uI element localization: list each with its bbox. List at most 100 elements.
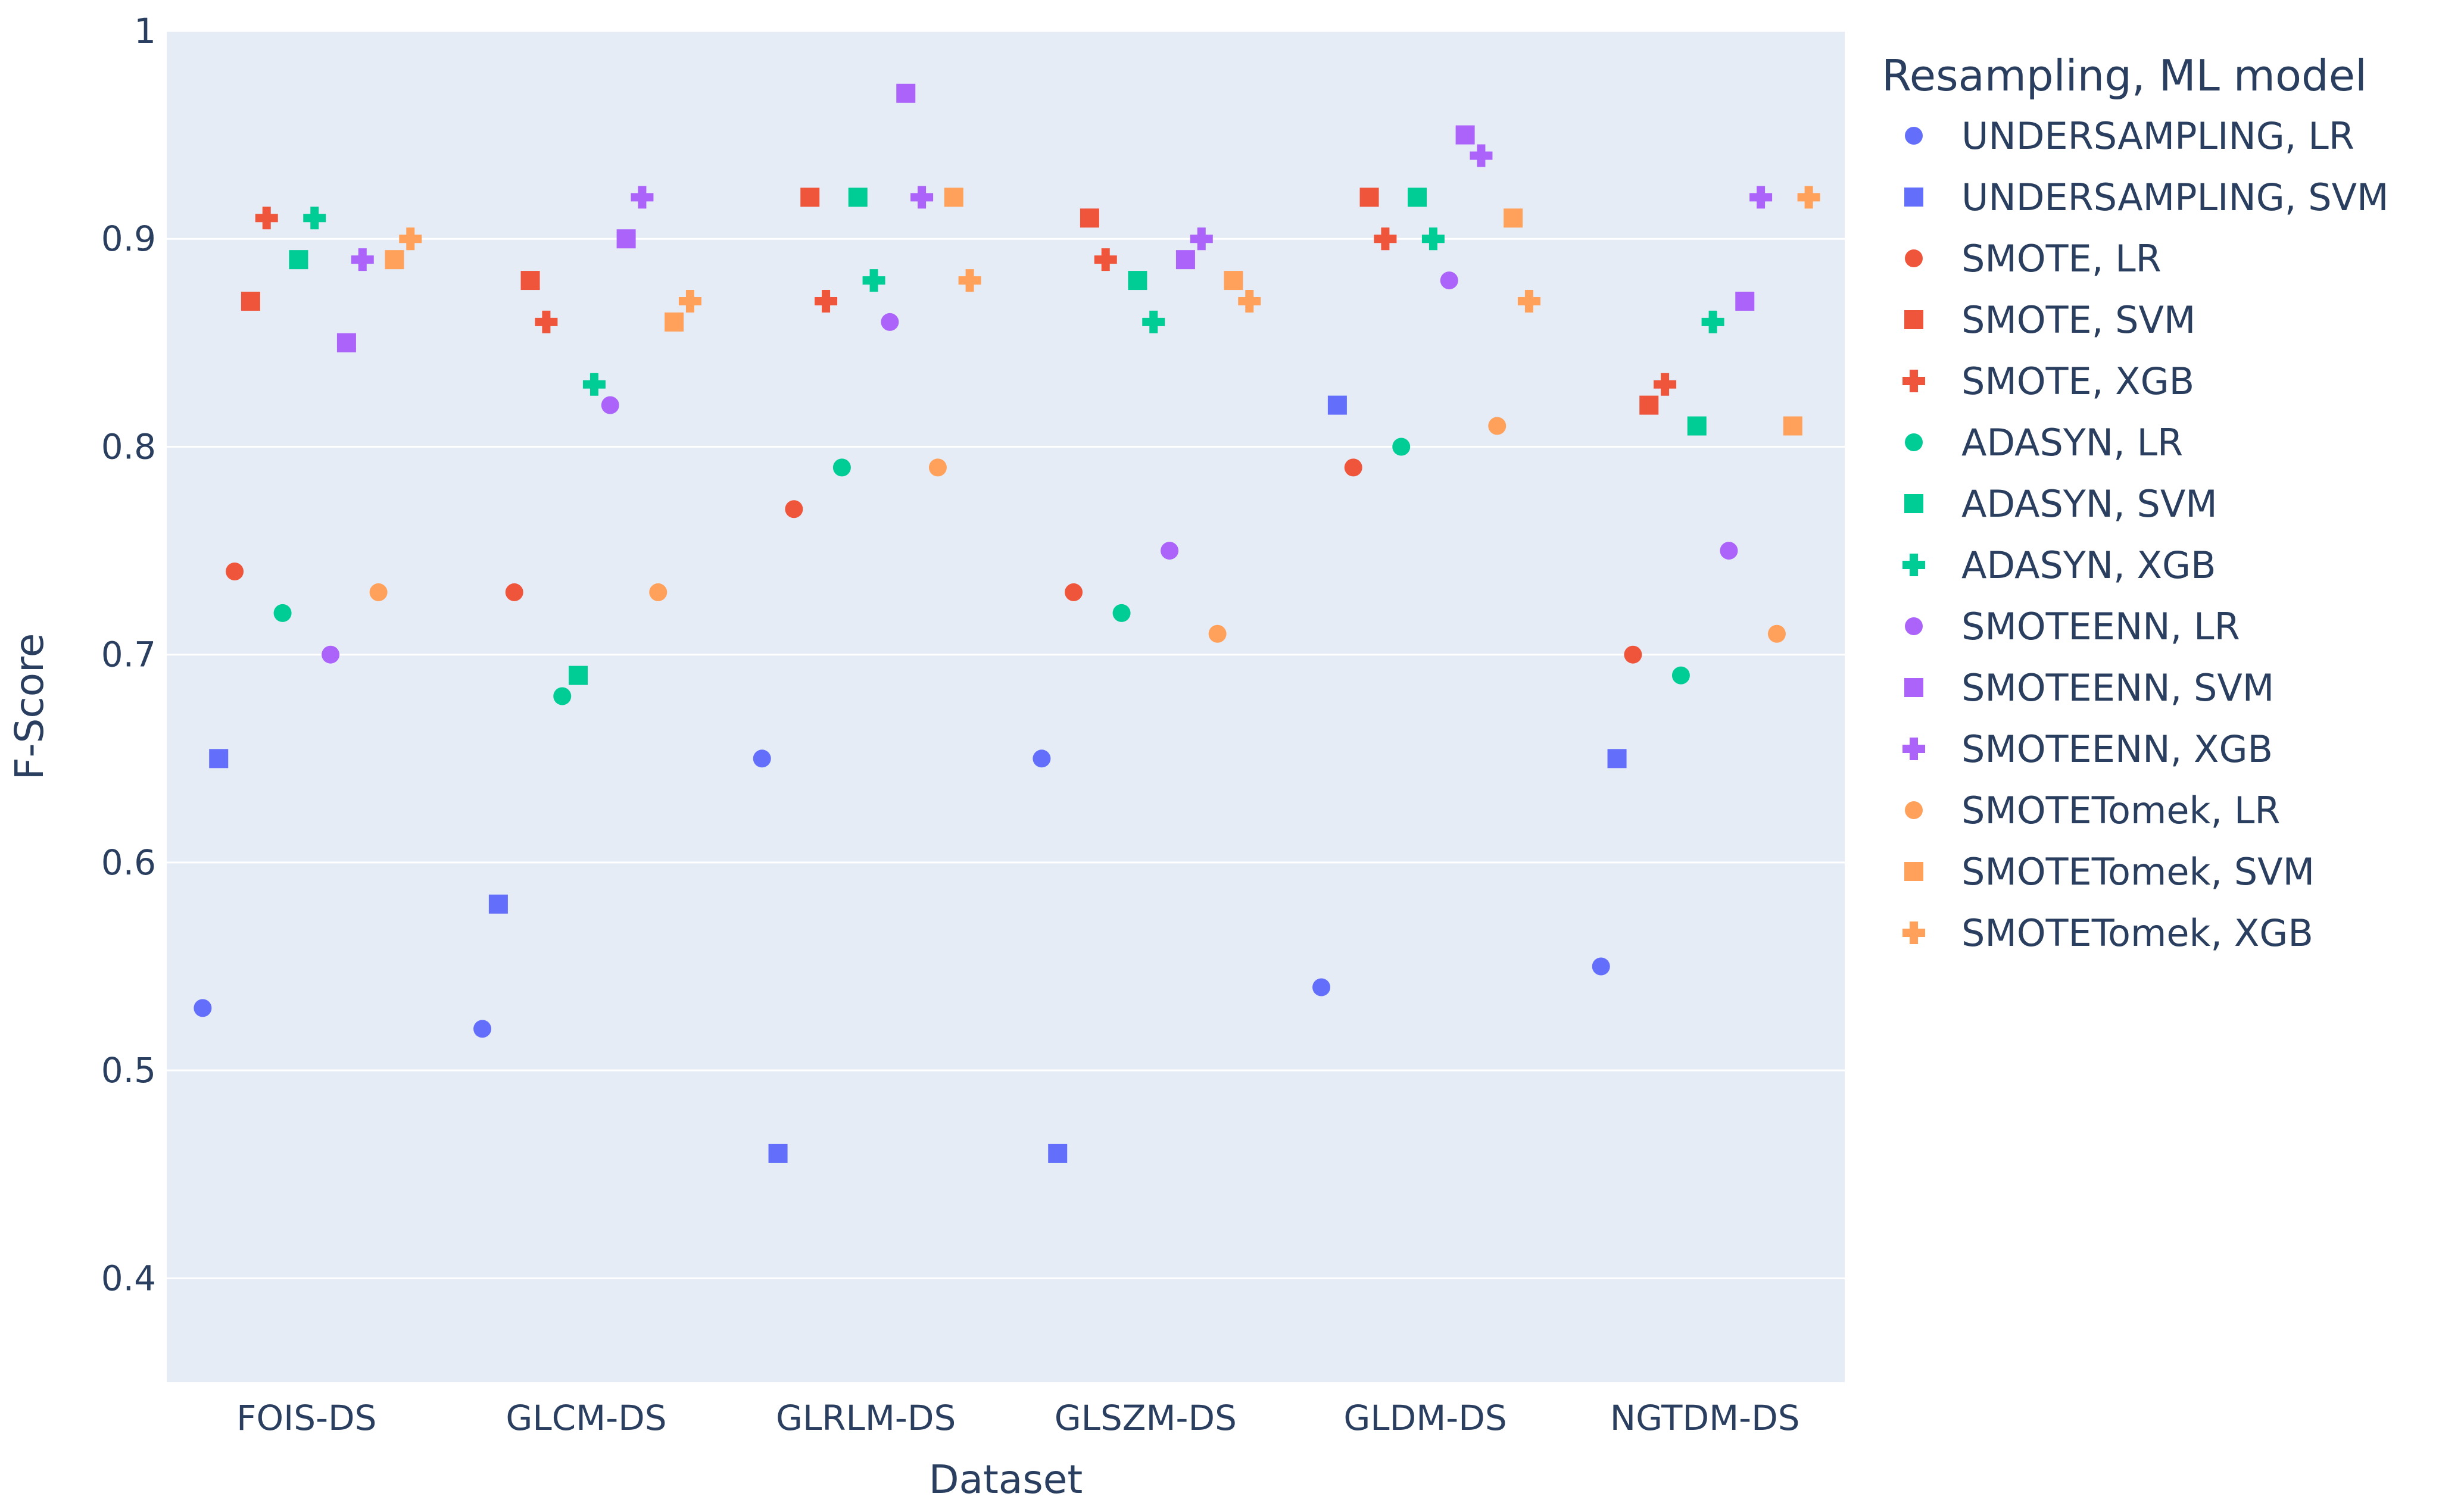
data-point-smote-xgb bbox=[1654, 373, 1677, 396]
data-point-undersampling-svm bbox=[1327, 395, 1347, 415]
data-point-smoteenn-xgb bbox=[910, 186, 934, 209]
data-point-smotetomek-svm bbox=[1783, 416, 1802, 436]
legend-marker-smoteenn-lr bbox=[1905, 617, 1923, 635]
data-point-adasyn-xgb bbox=[1421, 227, 1445, 251]
data-point-adasyn-xgb bbox=[862, 269, 885, 292]
data-point-smotetomek-xgb bbox=[678, 290, 701, 313]
data-point-adasyn-lr bbox=[832, 458, 851, 477]
data-point-undersampling-lr bbox=[1592, 957, 1610, 976]
y-tick-label: 0.5 bbox=[101, 1050, 156, 1091]
data-point-smote-svm bbox=[1359, 188, 1379, 207]
data-point-smotetomek-lr bbox=[369, 583, 388, 601]
legend-items: UNDERSAMPLING, LR UNDERSAMPLING, SVM SMOTE… bbox=[1902, 114, 2388, 955]
legend-label-smoteenn-svm: SMOTEENN, SVM bbox=[1961, 666, 2274, 710]
data-point-smote-lr bbox=[1624, 645, 1642, 664]
data-point-smoteenn-svm bbox=[336, 333, 356, 352]
legend-marker-smotetomek-xgb bbox=[1902, 921, 1925, 944]
data-point-smoteenn-xgb bbox=[1749, 186, 1773, 209]
data-point-smote-svm bbox=[800, 188, 820, 207]
data-point-smoteenn-lr bbox=[881, 313, 899, 331]
y-axis-title: F-Score bbox=[7, 633, 52, 780]
legend-label-smotetomek-xgb: SMOTETomek, XGB bbox=[1961, 911, 2313, 955]
legend-label-smote-xgb: SMOTE, XGB bbox=[1961, 360, 2194, 403]
data-point-adasyn-lr bbox=[553, 687, 572, 705]
legend-marker-smotetomek-lr bbox=[1905, 801, 1923, 819]
data-point-smoteenn-svm bbox=[896, 83, 916, 103]
data-point-smoteenn-lr bbox=[322, 645, 340, 664]
legend-label-undersampling-lr: UNDERSAMPLING, LR bbox=[1961, 114, 2354, 158]
legend-label-smote-svm: SMOTE, SVM bbox=[1961, 298, 2195, 342]
data-point-smoteenn-svm bbox=[1455, 125, 1475, 145]
data-point-undersampling-lr bbox=[194, 999, 212, 1017]
data-point-smotetomek-lr bbox=[1767, 624, 1786, 643]
data-point-smote-lr bbox=[1344, 458, 1362, 477]
data-point-smote-lr bbox=[1065, 583, 1083, 601]
data-point-adasyn-lr bbox=[1671, 666, 1690, 685]
data-point-smotetomek-lr bbox=[1488, 417, 1507, 435]
data-point-smoteenn-xgb bbox=[631, 186, 654, 209]
data-point-smotetomek-lr bbox=[649, 583, 668, 601]
data-point-smotetomek-lr bbox=[1208, 624, 1227, 643]
data-point-adasyn-svm bbox=[289, 250, 308, 270]
data-point-adasyn-xgb bbox=[1142, 310, 1165, 333]
legend-marker-adasyn-lr bbox=[1905, 433, 1923, 451]
data-point-smoteenn-xgb bbox=[1190, 227, 1213, 251]
legend-label-smoteenn-xgb: SMOTEENN, XGB bbox=[1961, 727, 2273, 771]
data-point-adasyn-xgb bbox=[582, 373, 606, 396]
data-point-smoteenn-lr bbox=[1720, 542, 1738, 560]
data-point-adasyn-svm bbox=[1687, 416, 1707, 436]
legend: Resampling, ML model UNDERSAMPLING, LRUN… bbox=[1882, 51, 2388, 955]
y-tick-label: 0.6 bbox=[101, 842, 156, 883]
legend-marker-smoteenn-xgb bbox=[1902, 738, 1925, 760]
legend-marker-smotetomek-svm bbox=[1904, 862, 1923, 881]
data-point-smotetomek-xgb bbox=[1517, 290, 1540, 313]
data-point-adasyn-lr bbox=[1392, 438, 1411, 456]
data-point-adasyn-svm bbox=[569, 666, 588, 685]
data-point-smote-svm bbox=[1639, 395, 1659, 415]
legend-label-undersampling-svm: UNDERSAMPLING, SVM bbox=[1961, 176, 2388, 219]
data-point-smote-lr bbox=[226, 563, 244, 580]
x-tick-label: GLCM-DS bbox=[506, 1398, 666, 1438]
data-point-adasyn-svm bbox=[1408, 188, 1427, 207]
x-tick-label: NGTDM-DS bbox=[1610, 1398, 1800, 1438]
data-point-smotetomek-svm bbox=[385, 250, 404, 270]
legend-label-smotetomek-lr: SMOTETomek, LR bbox=[1961, 789, 2280, 832]
data-point-smote-xgb bbox=[1094, 248, 1117, 271]
legend-label-smotetomek-svm: SMOTETomek, SVM bbox=[1961, 850, 2315, 894]
y-tick-label: 1 bbox=[134, 11, 156, 51]
data-point-adasyn-svm bbox=[848, 188, 868, 207]
data-point-undersampling-svm bbox=[1048, 1144, 1068, 1163]
x-axis-title: Dataset bbox=[929, 1457, 1083, 1502]
data-point-smoteenn-lr bbox=[1161, 542, 1179, 560]
data-markers bbox=[194, 83, 1820, 1163]
gridlines bbox=[167, 30, 1845, 1279]
data-point-undersampling-svm bbox=[768, 1144, 788, 1163]
legend-label-adasyn-svm: ADASYN, SVM bbox=[1961, 482, 2217, 526]
data-point-undersampling-lr bbox=[1312, 978, 1331, 996]
legend-marker-smoteenn-svm bbox=[1904, 678, 1923, 697]
data-point-smotetomek-svm bbox=[944, 188, 963, 207]
x-tick-label: FOIS-DS bbox=[236, 1398, 376, 1438]
data-point-smotetomek-xgb bbox=[958, 269, 981, 292]
y-tick-label: 0.9 bbox=[101, 218, 156, 259]
data-point-adasyn-svm bbox=[1128, 271, 1147, 290]
x-tick-label: GLSZM-DS bbox=[1055, 1398, 1237, 1438]
data-point-undersampling-lr bbox=[1033, 749, 1051, 768]
data-point-smote-xgb bbox=[815, 290, 838, 313]
x-tick-label: GLDM-DS bbox=[1343, 1398, 1507, 1438]
legend-marker-adasyn-svm bbox=[1904, 494, 1923, 513]
y-tick-label: 0.7 bbox=[101, 635, 156, 675]
legend-marker-adasyn-xgb bbox=[1902, 554, 1925, 576]
data-point-smote-xgb bbox=[1374, 227, 1397, 251]
legend-label-smote-lr: SMOTE, LR bbox=[1961, 237, 2162, 280]
data-point-smotetomek-svm bbox=[1224, 271, 1243, 290]
data-point-smote-lr bbox=[785, 500, 803, 518]
data-point-undersampling-lr bbox=[473, 1020, 492, 1038]
y-tick-label: 0.4 bbox=[101, 1258, 156, 1298]
legend-label-adasyn-xgb: ADASYN, XGB bbox=[1961, 543, 2216, 587]
data-point-smoteenn-xgb bbox=[1470, 144, 1493, 167]
legend-marker-smote-svm bbox=[1904, 310, 1923, 329]
data-point-smoteenn-svm bbox=[1175, 250, 1195, 270]
legend-label-smoteenn-lr: SMOTEENN, LR bbox=[1961, 605, 2240, 648]
data-point-smote-svm bbox=[1080, 208, 1099, 228]
